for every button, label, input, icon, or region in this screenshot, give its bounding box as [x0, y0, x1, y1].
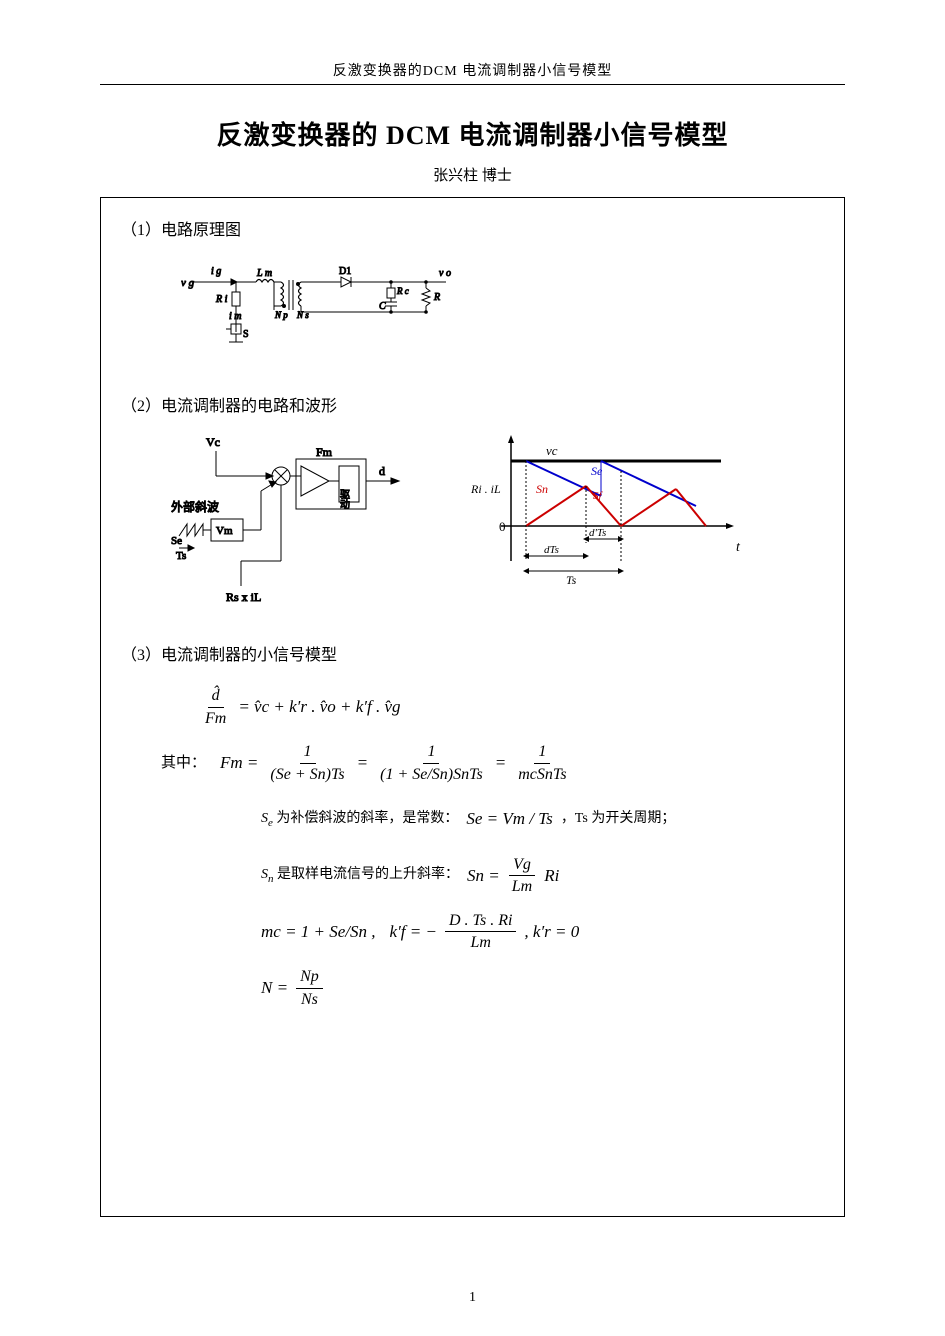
Sn-rhs: Ri	[544, 854, 559, 898]
page-number: 1	[469, 1290, 476, 1306]
label-d: d	[379, 464, 385, 478]
label-im: i m	[229, 311, 242, 322]
eq-mc-kf: mc = 1 + Se/Sn , k′f = − D . Ts . Ri Lm …	[261, 910, 824, 954]
Sn-lhs: Sn =	[467, 854, 500, 898]
waveform-diagram: t 0 vc Se Sn Sf Ri	[471, 431, 751, 601]
Sn-den: Lm	[508, 876, 536, 896]
eq-main: d̂ Fm = v̂c + k′r . v̂o + k′f . v̂g	[201, 685, 824, 729]
Fm-f3-den: mcSnTs	[514, 764, 570, 784]
kf-den: Lm	[466, 932, 494, 952]
label-dTs: dTs	[544, 544, 559, 556]
kf-lhs: k′f = −	[390, 910, 437, 954]
label-Ri-iL: Ri . iL	[471, 482, 501, 496]
Sn-num: Vg	[509, 856, 535, 877]
eq1-rhs: = v̂c + k′r . v̂o + k′f . v̂g	[238, 685, 400, 729]
equations-block: d̂ Fm = v̂c + k′r . v̂o + k′f . v̂g 其中： …	[201, 685, 824, 1010]
eq-Sn-note: Sn 是取样电流信号的上升斜率： Sn = Vg Lm Ri	[261, 854, 824, 898]
N-num: Np	[296, 968, 323, 989]
label-t: t	[736, 540, 741, 555]
label-Np: N p	[274, 310, 288, 320]
section-2-title: （2）电流调制器的电路和波形	[121, 392, 824, 416]
label-vg: v g	[181, 277, 195, 289]
mc-eq: mc = 1 + Se/Sn ,	[261, 910, 376, 954]
label-C: C	[379, 301, 386, 312]
eq-Se-note: Se 为补偿斜波的斜率，是常数： Se = Vm / Ts ，Ts 为开关周期；	[261, 797, 824, 841]
label-Rs-iL: Rs x iL	[226, 590, 261, 604]
label-Fm: Fm	[316, 445, 333, 459]
section-1-title: （1）电路原理图	[121, 216, 824, 240]
label-S: S	[243, 329, 249, 340]
label-Ts-w: Ts	[566, 573, 577, 587]
label-Lm: L m	[256, 268, 272, 279]
circuit-schematic: v g i g L m R i i m S	[181, 262, 541, 347]
label-Sf-w: Sf	[593, 490, 604, 502]
page: 反激变换器的DCM 电流调制器小信号模型 反激变换器的 DCM 电流调制器小信号…	[0, 0, 945, 1336]
Ts-note: ，Ts 为开关周期；	[561, 801, 676, 837]
author: 张兴柱 博士	[100, 164, 845, 185]
Fm-f2-num: 1	[423, 743, 439, 764]
label-vo: v o	[439, 268, 451, 279]
eq1-den: Fm	[201, 708, 230, 728]
N-lhs: N =	[261, 966, 288, 1010]
label-vc: vc	[546, 443, 558, 458]
label-ig: i g	[211, 266, 221, 277]
kr-eq: , k′r = 0	[524, 910, 579, 954]
Se-eq: Se = Vm / Ts	[466, 797, 552, 841]
label-Vc: Vc	[206, 435, 220, 449]
modulator-block-diagram: Vc 外部斜波 Se Ts Vm	[171, 431, 431, 611]
label-Vm: Vm	[216, 525, 233, 537]
label-Se-w: Se	[591, 464, 603, 478]
modulator-row: Vc 外部斜波 Se Ts Vm	[171, 431, 824, 611]
N-den: Ns	[297, 989, 322, 1009]
Fm-f1-den: (Se + Sn)Ts	[266, 764, 348, 784]
Fm-f1-num: 1	[300, 743, 316, 764]
page-header: 反激变换器的DCM 电流调制器小信号模型	[100, 60, 845, 80]
label-Ts-mod: Ts	[176, 550, 186, 562]
label-dpTs: d'Ts	[589, 527, 606, 539]
label-driver: 驱动	[338, 489, 350, 510]
content-frame: （1）电路原理图 v g i g L m R i i m	[100, 197, 845, 1217]
Fm-lhs: Fm =	[220, 741, 258, 785]
label-Ri: R i	[215, 294, 228, 305]
section-3-title: （3）电流调制器的小信号模型	[121, 641, 824, 665]
label-D1: D1	[339, 266, 351, 277]
label-Se: Se	[171, 535, 182, 547]
label-ext-ramp: 外部斜波	[171, 499, 219, 514]
header-rule	[100, 84, 845, 85]
Se-note-pre: 为补偿斜波的斜率，是常数：	[276, 811, 458, 826]
page-title: 反激变换器的 DCM 电流调制器小信号模型	[100, 115, 845, 152]
Fm-f3-num: 1	[534, 743, 550, 764]
eq1-num: d̂	[208, 687, 224, 708]
label-Rc: R c	[396, 286, 409, 296]
kf-num: D . Ts . Ri	[445, 912, 516, 933]
eq-Fm: 其中： Fm = 1 (Se + Sn)Ts = 1 (1 + Se/Sn)Sn…	[161, 741, 824, 785]
label-R: R	[433, 292, 440, 303]
where-label: 其中：	[161, 744, 206, 783]
label-zero: 0	[499, 519, 506, 534]
Sn-note-pre: 是取样电流信号的上升斜率：	[277, 867, 459, 882]
Fm-f2-den: (1 + Se/Sn)SnTs	[376, 764, 487, 784]
label-Sn-w: Sn	[536, 482, 548, 496]
eq-N: N = Np Ns	[261, 966, 824, 1010]
